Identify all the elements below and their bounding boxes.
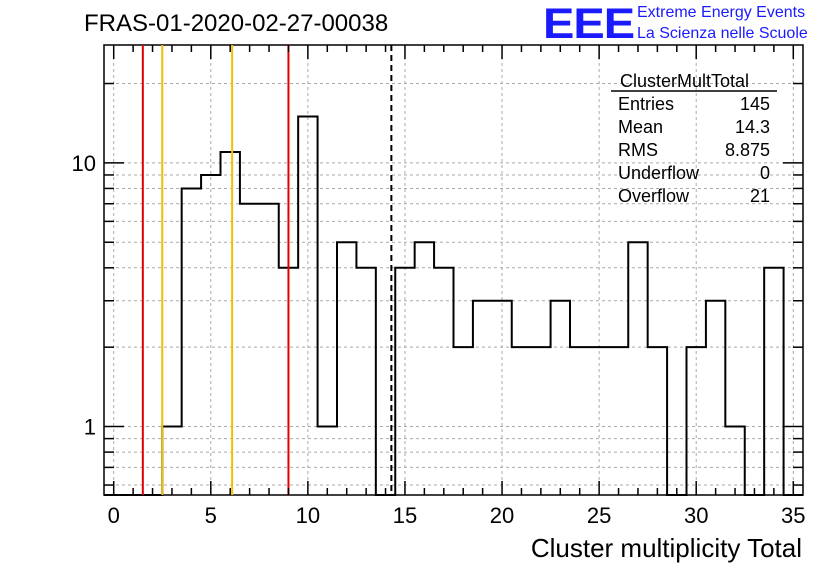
histogram-step-line — [104, 115, 803, 496]
x-tick-label: 15 — [393, 503, 417, 528]
stats-box-title: ClusterMultTotal — [620, 71, 749, 91]
x-tick-label: 35 — [781, 503, 805, 528]
x-tick-label: 25 — [587, 503, 611, 528]
y-tick-label: 1 — [84, 415, 96, 440]
x-tick-label: 30 — [684, 503, 708, 528]
eee-logo: EEE — [543, 0, 635, 48]
y-tick-label: 10 — [72, 151, 96, 176]
stats-label-mean: Mean — [618, 117, 663, 137]
histogram-series — [104, 115, 803, 496]
logo-caption-line1: Extreme Energy Events — [637, 4, 806, 21]
x-tick-label: 0 — [108, 503, 120, 528]
stats-label-overflow: Overflow — [618, 186, 690, 206]
x-tick-label: 20 — [490, 503, 514, 528]
x-axis-label: Cluster multiplicity Total — [530, 533, 802, 563]
stats-value-overflow: 21 — [750, 186, 770, 206]
marker-lines — [141, 45, 393, 495]
stats-value-entries: 145 — [740, 94, 770, 114]
stats-label-underflow: Underflow — [618, 163, 700, 183]
stats-box: ClusterMultTotal Entries 145 Mean 14.3 R… — [611, 71, 777, 206]
x-tick-label: 10 — [296, 503, 320, 528]
x-tick-label: 5 — [205, 503, 217, 528]
stats-value-underflow: 0 — [760, 163, 770, 183]
plot-frame — [103, 44, 804, 496]
stats-value-rms: 8.875 — [725, 140, 770, 160]
stats-value-mean: 14.3 — [735, 117, 770, 137]
stats-label-rms: RMS — [618, 140, 658, 160]
axis-ticks: 0 5 10 15 20 25 30 35 1 10 — [72, 45, 806, 528]
chart-title: FRAS-01-2020-02-27-00038 — [84, 10, 389, 37]
stats-label-entries: Entries — [618, 94, 674, 114]
logo-caption-line2: La Scienza nelle Scuole — [637, 25, 808, 42]
plot-border — [103, 44, 804, 496]
